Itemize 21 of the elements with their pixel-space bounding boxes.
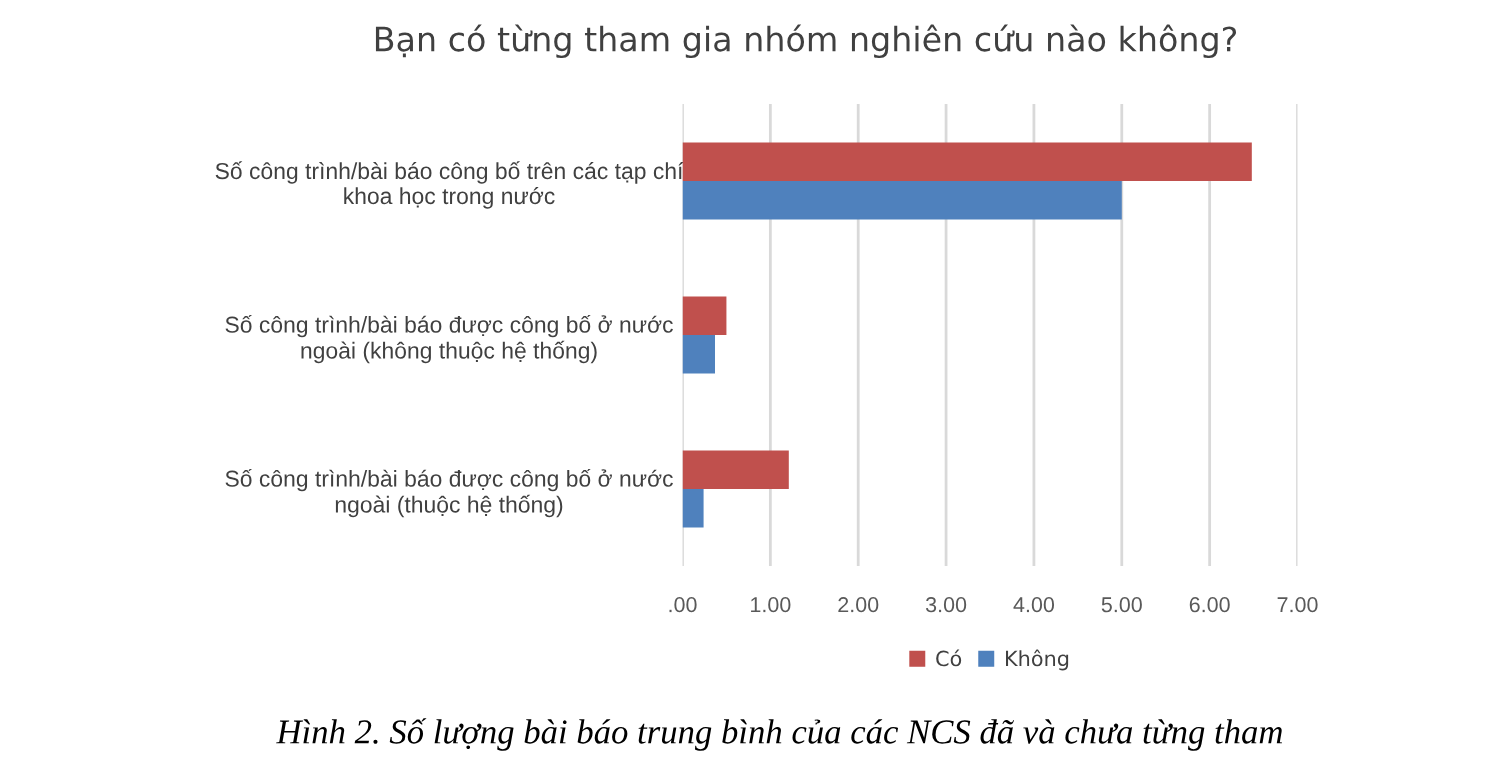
bar xyxy=(682,142,1252,181)
text: Hình 2. Số lượng bài báo trung bình của các NCS đã và chưa từng tham xyxy=(276,718,1283,751)
x-tick-label: 6.00 xyxy=(1189,597,1230,613)
bar xyxy=(682,180,1122,220)
x-tick-label: .00 xyxy=(669,597,697,613)
x-tick-label: 2.00 xyxy=(838,597,879,613)
x-tick-label: 7.00 xyxy=(1277,597,1318,613)
x-tick-label: 5.00 xyxy=(1101,597,1142,613)
bar xyxy=(682,488,704,528)
legend-label: Có xyxy=(936,649,962,667)
y-tick-label: Số công trình/bài báo được công bố ở nước ngoài (không thuộc hệ thống) xyxy=(225,314,673,364)
x-tick-label: 4.00 xyxy=(1013,597,1055,613)
bar xyxy=(682,334,716,374)
x-tick-label: 3.00 xyxy=(925,597,967,613)
chart-title: Bạn có từng tham gia nhóm nghiên cứu nào không? xyxy=(375,24,1237,59)
y-tick-label: Số công trình/bài báo công bố trên các tạp chí khoa học trong nước xyxy=(215,161,684,209)
legend-label: Không xyxy=(1006,649,1069,671)
bar xyxy=(682,296,727,335)
x-tick-label: 1.00 xyxy=(751,597,791,613)
bar xyxy=(682,450,789,489)
y-tick-label: Số công trình/bài báo được công bố ở nước ngoài (thuộc hệ thống) xyxy=(225,468,673,518)
